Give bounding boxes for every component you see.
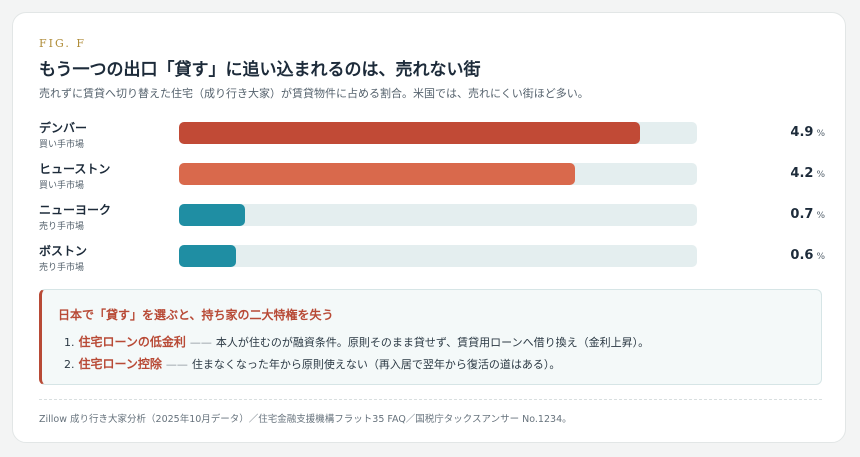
bar-track [179, 163, 697, 185]
figure-label: FIG. F [39, 37, 86, 50]
market-label: 売り手市場 [39, 222, 85, 232]
divider [39, 399, 822, 400]
value-label: 0.7% [790, 207, 825, 222]
figure-card: FIG. F もう一つの出口「貸す」に追い込まれるのは、売れない街 売れずに賃貸… [12, 12, 846, 443]
city-label: ボストン [39, 244, 88, 258]
chart-row-denver: デンバー 買い手市場 4.9% [13, 113, 847, 153]
note-title: 日本で「貸す」を選ぶと、持ち家の二大特権を失う [58, 308, 334, 322]
note-highlight: 住宅ローン控除 [78, 357, 162, 371]
bar-denver [179, 122, 641, 144]
market-label: 買い手市場 [39, 140, 85, 150]
chart-subtitle: 売れずに賃貸へ切り替えた住宅（成り行き大家）が賃貸物件に占める割合。米国では、売… [39, 87, 589, 100]
chart-title: もう一つの出口「貸す」に追い込まれるのは、売れない街 [39, 60, 481, 80]
bar-chart: デンバー 買い手市場 4.9% ヒューストン 買い手市場 4.2% ニューヨーク… [13, 113, 847, 283]
note-item-2: 2. 住宅ローン控除 —— 住まなくなった年から原則使えない（再入居で翌年から復活の道… [64, 357, 561, 371]
market-label: 売り手市場 [39, 263, 85, 273]
city-label: ヒューストン [39, 162, 111, 176]
bar-track [179, 204, 697, 226]
source-note: Zillow 成り行き大家分析（2025年10月データ）／住宅金融支援機構フラッ… [39, 414, 572, 425]
value-label: 4.9% [790, 125, 825, 140]
bar-newyork [179, 204, 245, 226]
bar-track [179, 122, 697, 144]
bar-houston [179, 163, 575, 185]
value-label: 0.6% [790, 248, 825, 263]
city-label: デンバー [39, 121, 88, 135]
bar-track [179, 245, 697, 267]
chart-row-houston: ヒューストン 買い手市場 4.2% [13, 154, 847, 194]
chart-row-boston: ボストン 売り手市場 0.6% [13, 236, 847, 276]
note-item-1: 1. 住宅ローンの低金利 —— 本人が住むのが融資条件。原則そのまま貸せず、賃貸用ロー… [64, 335, 650, 349]
city-label: ニューヨーク [39, 203, 112, 217]
bar-boston [179, 245, 236, 267]
note-highlight: 住宅ローンの低金利 [78, 335, 186, 349]
value-label: 4.2% [790, 166, 825, 181]
note-box: 日本で「貸す」を選ぶと、持ち家の二大特権を失う 1. 住宅ローンの低金利 —— 本人が… [39, 289, 822, 385]
chart-row-newyork: ニューヨーク 売り手市場 0.7% [13, 195, 847, 235]
market-label: 買い手市場 [39, 181, 85, 191]
